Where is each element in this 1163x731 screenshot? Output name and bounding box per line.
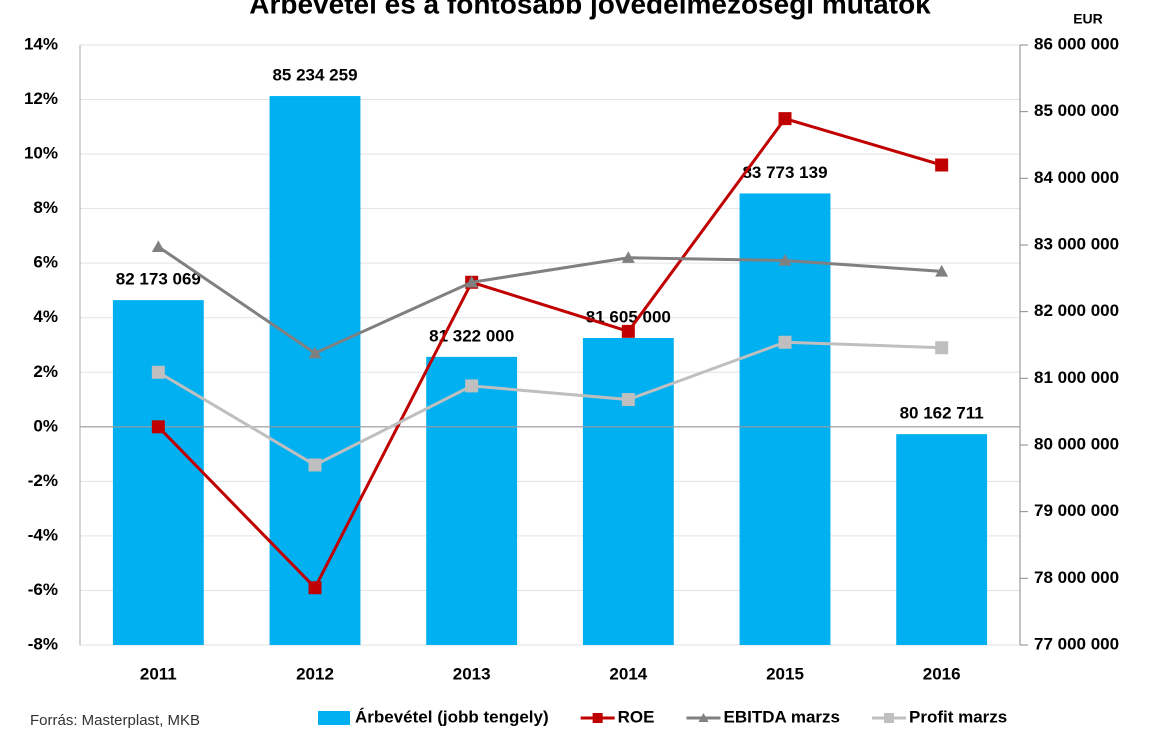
x-tick-label: 2014 <box>609 664 647 683</box>
data-label: 83 773 139 <box>742 163 827 182</box>
marker <box>698 713 709 722</box>
marker <box>621 324 635 338</box>
x-tick-label: 2012 <box>296 664 334 683</box>
y2-tick-label: 81 000 000 <box>1034 368 1119 387</box>
y2-tick-label: 78 000 000 <box>1034 568 1119 587</box>
y-tick-label: -4% <box>28 525 58 544</box>
data-label: 80 162 711 <box>900 404 984 423</box>
y2-tick-label: 79 000 000 <box>1034 501 1119 520</box>
y-tick-label: 6% <box>33 253 58 272</box>
marker <box>778 335 792 349</box>
bar <box>896 434 988 645</box>
y2-tick-label: 80 000 000 <box>1034 434 1119 453</box>
y2-tick-label: 82 000 000 <box>1034 301 1119 320</box>
y2-axis-label: EUR <box>1073 11 1103 27</box>
x-tick-label: 2016 <box>923 664 961 683</box>
y-tick-label: -8% <box>28 634 58 653</box>
bar <box>269 96 361 646</box>
data-label: 81 605 000 <box>586 307 671 326</box>
marker <box>308 581 322 595</box>
y-tick-label: 8% <box>33 198 58 217</box>
marker <box>621 251 635 263</box>
marker <box>935 158 949 172</box>
y-tick-label: 4% <box>33 307 58 326</box>
y2-tick-label: 86 000 000 <box>1034 34 1119 53</box>
marker <box>308 346 322 359</box>
bar <box>582 338 674 645</box>
bar <box>739 193 831 645</box>
y2-tick-label: 77 000 000 <box>1034 634 1119 653</box>
marker <box>778 112 792 126</box>
legend-label: ROE <box>618 707 655 726</box>
bar <box>426 356 518 645</box>
data-label: 82 173 069 <box>116 270 201 289</box>
marker <box>592 713 603 723</box>
chart-title: Árbevétel és a fontosabb jövedelmezőségi… <box>249 0 931 19</box>
y2-tick-label: 84 000 000 <box>1034 168 1119 187</box>
y2-tick-label: 85 000 000 <box>1034 101 1119 120</box>
marker <box>151 420 165 434</box>
bar <box>112 300 204 645</box>
y-tick-label: 0% <box>33 416 58 435</box>
legend-label: Árbevétel (jobb tengely) <box>355 707 549 726</box>
y-tick-label: 14% <box>24 34 58 53</box>
line <box>157 340 942 467</box>
line <box>157 116 943 591</box>
y-tick-label: 2% <box>33 362 58 381</box>
y-tick-label: 12% <box>24 89 58 108</box>
source: Forrás: Masterplast, MKB <box>30 712 200 729</box>
marker <box>465 379 479 393</box>
legend-label: Profit marzs <box>909 707 1007 726</box>
line <box>157 245 942 355</box>
x-tick-label: 2013 <box>453 664 491 683</box>
marker <box>308 458 322 472</box>
marker <box>935 341 949 355</box>
data-label: 85 234 259 <box>272 66 357 85</box>
marker <box>778 253 792 266</box>
y2-tick-label: 83 000 000 <box>1034 234 1119 253</box>
marker <box>884 713 894 723</box>
data-label: 81 322 000 <box>429 326 514 345</box>
marker <box>151 240 165 253</box>
marker <box>465 275 479 288</box>
x-tick-label: 2011 <box>140 664 177 683</box>
y-tick-label: 10% <box>24 144 58 163</box>
x-tick-label: 2015 <box>766 664 804 683</box>
marker <box>935 264 949 277</box>
legend-label: EBITDA marzs <box>723 707 840 726</box>
y-tick-label: -2% <box>28 471 58 490</box>
marker <box>621 393 635 407</box>
legend-swatch <box>318 711 350 725</box>
marker <box>151 365 165 379</box>
y-tick-label: -6% <box>28 580 58 599</box>
